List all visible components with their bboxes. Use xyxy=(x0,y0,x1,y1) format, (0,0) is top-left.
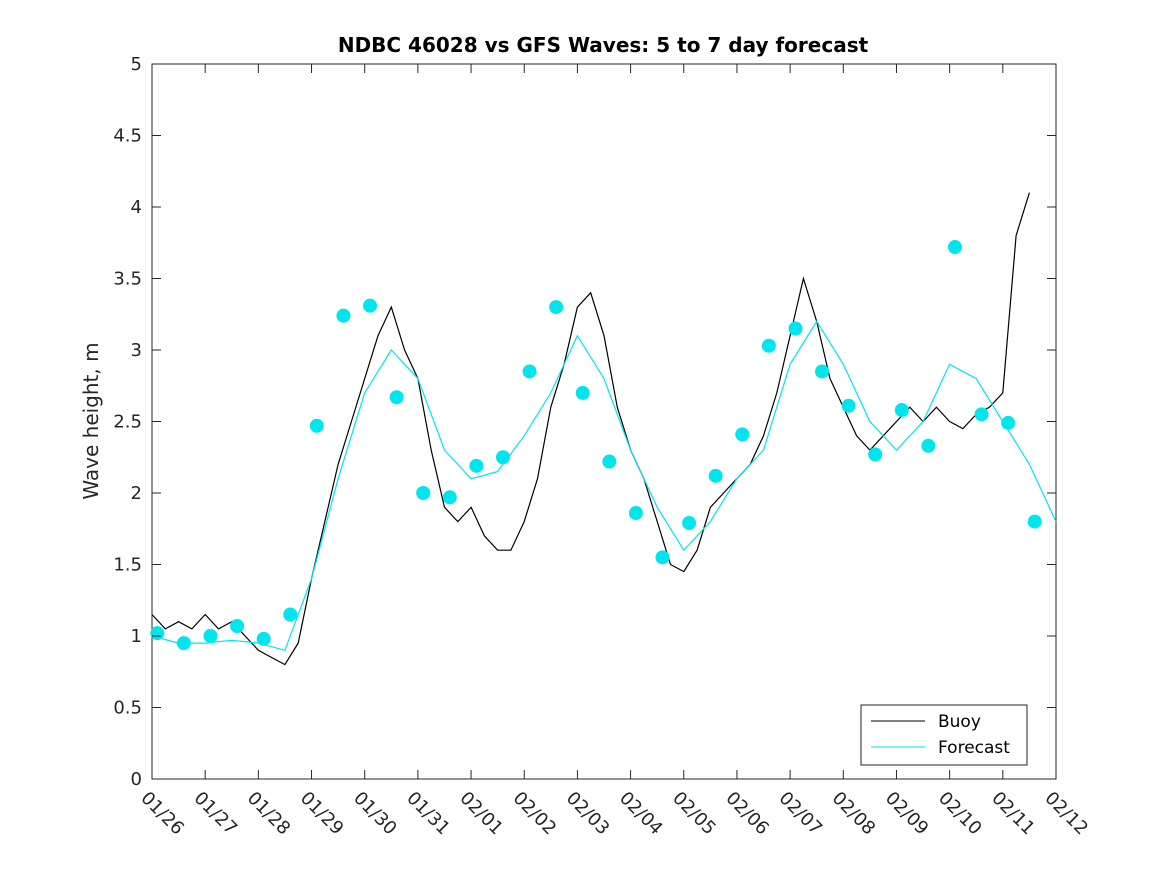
forecast-marker xyxy=(708,468,723,483)
forecast-marker xyxy=(974,407,989,422)
forecast-marker xyxy=(549,300,564,315)
legend-box xyxy=(860,704,1028,766)
plot-area xyxy=(150,63,1057,780)
forecast-marker xyxy=(788,321,803,336)
forecast-marker xyxy=(203,629,218,643)
y-tick-label: 1 xyxy=(131,626,142,647)
y-tick-label: 4.5 xyxy=(113,126,142,147)
forecast-marker xyxy=(921,438,936,453)
y-tick-label: 0.5 xyxy=(113,698,142,719)
forecast-marker xyxy=(655,550,670,565)
y-tick-label: 3.5 xyxy=(113,269,142,290)
forecast-marker xyxy=(283,607,298,622)
y-tick-label: 4 xyxy=(131,197,142,218)
forecast-marker xyxy=(469,458,484,473)
y-tick-label: 0 xyxy=(131,769,142,790)
forecast-marker xyxy=(761,338,776,353)
y-tick-label: 5 xyxy=(131,54,142,75)
forecast-marker xyxy=(1027,514,1042,529)
forecast-marker xyxy=(522,364,537,379)
forecast-marker xyxy=(628,506,643,521)
forecast-marker xyxy=(309,418,324,433)
forecast-marker xyxy=(256,631,271,646)
forecast-marker xyxy=(682,516,697,531)
marker-layer xyxy=(150,240,1042,651)
y-axis-label: Wave height, m xyxy=(79,342,103,499)
forecast-marker xyxy=(363,298,378,313)
y-axis: 0 0.5 1 1.5 2 2.5 3 3.5 4 4.5 5 xyxy=(113,54,1056,790)
series-layer xyxy=(151,192,1057,666)
forecast-marker xyxy=(1001,415,1016,430)
legend: Buoy Forecast xyxy=(860,704,1028,766)
forecast-marker xyxy=(575,385,590,400)
y-tick-label: 2.5 xyxy=(113,412,142,433)
series-line-forecast xyxy=(151,320,1057,652)
forecast-marker xyxy=(442,490,457,505)
forecast-marker xyxy=(495,450,510,465)
forecast-marker xyxy=(389,390,404,405)
forecast-marker xyxy=(894,403,909,418)
forecast-marker xyxy=(947,240,962,255)
forecast-marker xyxy=(176,636,191,651)
forecast-marker xyxy=(815,364,830,379)
y-tick-label: 2 xyxy=(131,483,142,504)
forecast-marker xyxy=(602,454,617,469)
legend-label-forecast: Forecast xyxy=(938,738,1010,758)
legend-label-buoy: Buoy xyxy=(938,712,981,732)
chart-title: NDBC 46028 vs GFS Waves: 5 to 7 day fore… xyxy=(338,33,869,57)
forecast-marker xyxy=(150,626,165,641)
forecast-marker xyxy=(416,486,431,500)
y-tick-label: 1.5 xyxy=(113,555,142,576)
forecast-marker xyxy=(841,398,856,413)
y-tick-label: 3 xyxy=(131,340,142,361)
forecast-marker xyxy=(868,447,883,462)
forecast-marker xyxy=(735,427,750,442)
forecast-marker xyxy=(230,618,245,633)
axes-box xyxy=(151,63,1057,780)
forecast-marker xyxy=(336,308,351,323)
